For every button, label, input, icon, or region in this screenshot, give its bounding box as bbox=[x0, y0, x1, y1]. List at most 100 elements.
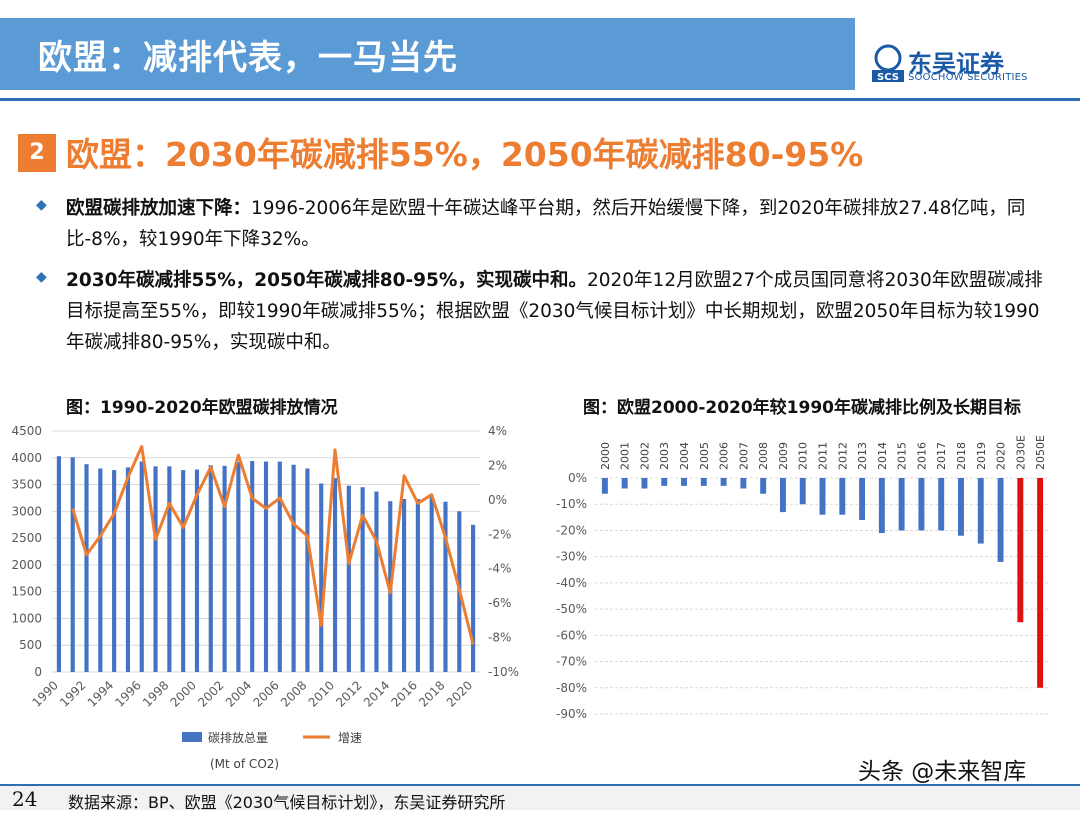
y2-tick-label: -8% bbox=[488, 631, 511, 645]
bar bbox=[661, 478, 668, 486]
legend-unit: (Mt of CO2) bbox=[210, 757, 279, 771]
logo-name: 东吴证券 bbox=[908, 50, 1004, 78]
x-tick-label: 2003 bbox=[658, 442, 671, 470]
bullet-lead: 2030年碳减排55%，2050年碳减排80-95%，实现碳中和。 bbox=[66, 270, 587, 291]
y-tick-label: -80% bbox=[556, 681, 587, 695]
bullet-text: 2020年12月欧盟27个成员国同意将2030年欧盟碳减排目标提高至55%，即较… bbox=[66, 270, 1043, 353]
x-tick-label: 2018 bbox=[416, 678, 447, 709]
legend-line-label: 增速 bbox=[338, 731, 362, 745]
y-tick-label: -40% bbox=[556, 576, 587, 590]
y-tick-label: 4500 bbox=[11, 424, 42, 438]
bar bbox=[641, 478, 648, 489]
bar bbox=[181, 470, 186, 672]
bar bbox=[98, 468, 103, 672]
y-tick-label: 1500 bbox=[11, 585, 42, 599]
footer-bar bbox=[0, 786, 1080, 810]
x-tick-label: 2004 bbox=[223, 678, 254, 709]
y-tick-label: -50% bbox=[556, 602, 587, 616]
x-tick-label: 2014 bbox=[876, 442, 889, 470]
x-tick-label: 2016 bbox=[915, 442, 928, 470]
x-tick-label: 2011 bbox=[817, 442, 830, 470]
bar bbox=[621, 478, 628, 489]
diamond-bullet-icon: ◆ bbox=[36, 269, 47, 285]
bar bbox=[799, 478, 806, 505]
x-tick-label: 2016 bbox=[388, 678, 419, 709]
bar bbox=[977, 478, 984, 544]
y-tick-label: 2000 bbox=[11, 558, 42, 572]
x-tick-label: 2019 bbox=[975, 442, 988, 470]
bar bbox=[139, 461, 144, 672]
bar bbox=[760, 478, 767, 494]
x-tick-label: 2017 bbox=[935, 442, 948, 470]
x-tick-label: 2007 bbox=[737, 442, 750, 470]
x-tick-label: 2012 bbox=[836, 442, 849, 470]
logo-icon: SCS bbox=[872, 44, 904, 83]
bar bbox=[70, 457, 75, 672]
bar bbox=[263, 461, 269, 672]
bullet-paragraph: 欧盟碳排放加速下降：1996-2006年是欧盟十年碳达峰平台期，然后开始缓慢下降… bbox=[66, 193, 1046, 255]
x-tick-label: 2002 bbox=[638, 442, 651, 470]
x-tick-label: 2005 bbox=[698, 442, 711, 470]
y-tick-label: 1000 bbox=[11, 611, 42, 625]
y-tick-label: 500 bbox=[19, 638, 42, 652]
y-tick-label: 0% bbox=[568, 471, 587, 485]
x-tick-label: 2008 bbox=[757, 442, 770, 470]
bar bbox=[56, 456, 61, 672]
y-tick-label: 0 bbox=[34, 665, 42, 679]
footer-divider bbox=[0, 784, 1080, 786]
bar bbox=[1017, 478, 1024, 623]
bar bbox=[236, 462, 241, 672]
legend-bar-swatch bbox=[182, 732, 202, 742]
x-tick-label: 2020 bbox=[995, 442, 1008, 470]
y-tick-label: 4000 bbox=[11, 451, 42, 465]
y2-tick-label: 0% bbox=[488, 493, 507, 507]
bar bbox=[360, 487, 365, 672]
bar bbox=[681, 478, 687, 486]
bar bbox=[277, 461, 282, 672]
bar bbox=[208, 465, 213, 672]
bar bbox=[125, 467, 131, 672]
bar bbox=[222, 465, 227, 672]
reduction-chart: 0% -10% -20% -30% -40% -50% -60% -70% -80% -90% 20… bbox=[556, 435, 1050, 721]
y2-tick-label: 2% bbox=[488, 458, 507, 472]
x-tick-label: 2030E bbox=[1014, 435, 1027, 470]
bar bbox=[779, 478, 786, 513]
x-tick-label: 1994 bbox=[85, 678, 116, 709]
bar bbox=[319, 483, 324, 672]
bar bbox=[346, 485, 351, 672]
section-number-badge: 2 bbox=[18, 134, 56, 172]
bar bbox=[720, 478, 727, 486]
bar bbox=[305, 468, 310, 672]
y-tick-label: -90% bbox=[556, 707, 587, 721]
x-tick-label: 2010 bbox=[797, 442, 810, 470]
bar bbox=[374, 491, 379, 672]
left-chart-title: 图：1990-2020年欧盟碳排放情况 bbox=[66, 398, 338, 418]
y-tick-label: -20% bbox=[556, 523, 587, 537]
y-tick-label: 3500 bbox=[11, 478, 42, 492]
x-tick-label: 2010 bbox=[306, 678, 337, 709]
bar bbox=[429, 497, 434, 672]
bar bbox=[291, 464, 296, 672]
x-tick-label: 2014 bbox=[361, 678, 392, 709]
bullet-lead: 欧盟碳排放加速下降： bbox=[66, 198, 252, 219]
bar bbox=[332, 478, 338, 672]
x-tick-label: 2015 bbox=[896, 442, 909, 470]
bar bbox=[700, 478, 707, 486]
bar bbox=[1037, 478, 1044, 688]
legend-bar-label: 碳排放总量 bbox=[208, 730, 268, 745]
x-tick-label: 2001 bbox=[619, 442, 632, 470]
bar bbox=[898, 478, 905, 531]
bar bbox=[250, 460, 255, 672]
bar bbox=[84, 464, 89, 672]
bar bbox=[938, 478, 945, 531]
y2-tick-label: -10% bbox=[488, 665, 519, 679]
bar bbox=[878, 478, 885, 534]
x-tick-label: 2018 bbox=[955, 442, 968, 470]
header-bar bbox=[0, 18, 855, 90]
y2-tick-label: 4% bbox=[488, 424, 507, 438]
bar bbox=[839, 478, 846, 515]
x-tick-label: 1996 bbox=[112, 678, 143, 709]
x-tick-label: 2002 bbox=[195, 678, 226, 709]
source-note: 数据来源：BP、欧盟《2030气候目标计划》，东吴证券研究所 bbox=[68, 793, 506, 812]
bar bbox=[819, 478, 826, 515]
